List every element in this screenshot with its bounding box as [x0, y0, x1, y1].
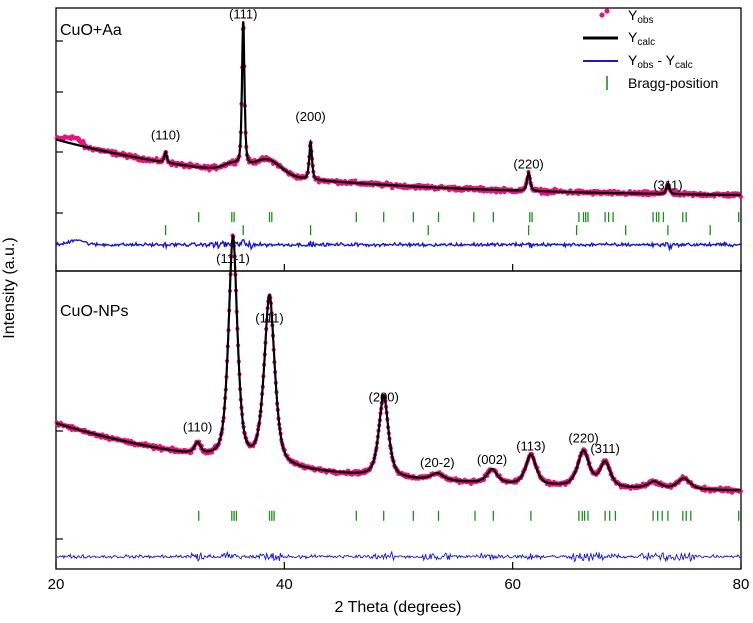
peak-label: (111) — [229, 7, 257, 22]
y-ticks — [56, 40, 63, 540]
x-tick-label-60: 60 — [504, 576, 521, 593]
calc-curve-CuO+Aa — [55, 21, 741, 197]
legend-calc-text: Ycalc — [628, 29, 655, 48]
peak-label: (220) — [513, 156, 543, 171]
x-tick-label-40: 40 — [276, 576, 293, 593]
panel-label-top: CuO+Aa — [60, 22, 122, 39]
legend: Yobs Ycalc Yobs - Ycalc Bragg-position — [583, 7, 718, 91]
x-tick-label-20: 20 — [48, 576, 65, 593]
difference-curves — [55, 239, 742, 563]
legend-bragg-text: Bragg-position — [628, 75, 718, 91]
peak-label: (113) — [516, 439, 545, 454]
panel-label-bottom: CuO-NPs — [60, 303, 128, 320]
legend-obs-marker-2 — [604, 8, 610, 14]
peak-label: (002) — [477, 452, 507, 467]
peak-label: (220) — [568, 430, 598, 445]
legend-obs-marker-1 — [599, 12, 605, 18]
peak-label: (20-2) — [420, 455, 455, 470]
legend-obs-text: Yobs — [628, 7, 653, 26]
x-axis-title: 2 Theta (degrees) — [335, 599, 462, 616]
y-axis-title: Intensity (a.u.) — [1, 237, 18, 338]
peak-label: (200) — [369, 390, 399, 405]
peak-label: (311) — [590, 441, 619, 456]
peak-label: (200) — [295, 109, 325, 124]
diff-curve-CuO+Aa — [55, 239, 742, 252]
calculated-curves — [55, 21, 741, 492]
peak-label: (111) — [255, 311, 283, 326]
x-tick-label-80: 80 — [733, 576, 750, 593]
diff-curve-CuO-NPs — [56, 550, 741, 563]
peak-label: (11-1) — [216, 251, 250, 266]
x-ticks: 20 40 60 80 — [48, 264, 750, 593]
peak-label: (110) — [183, 420, 212, 435]
peak-labels: (110)(111)(200)(220)(311)(110)(11-1)(111… — [151, 7, 683, 470]
peak-label: (110) — [151, 128, 180, 143]
peak-label: (311) — [653, 178, 682, 193]
legend-diff-text: Yobs - Ycalc — [628, 52, 693, 71]
bragg-markers — [164, 212, 740, 521]
panel-frame-bottom — [55, 270, 742, 570]
calc-curve-CuO-NPs — [55, 233, 741, 492]
